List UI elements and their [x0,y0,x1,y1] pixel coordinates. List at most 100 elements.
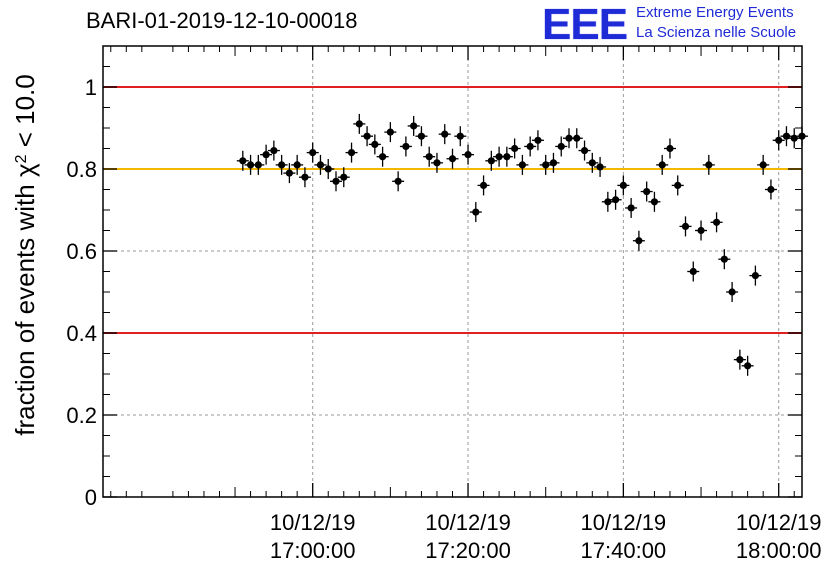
data-point [361,126,374,147]
point-marker [386,128,394,136]
data-point [275,154,288,175]
data-point [376,146,389,167]
point-marker [681,222,690,230]
data-points [236,113,808,376]
point-marker [666,144,674,153]
data-point [531,130,544,151]
point-marker [650,198,659,206]
data-point [547,152,560,173]
data-point [477,175,490,196]
data-point [306,142,319,163]
data-point [780,126,793,147]
data-point [702,154,715,175]
point-marker [340,173,348,181]
data-point [539,154,552,175]
point-marker [619,181,627,189]
point-marker [518,161,527,169]
point-marker [309,149,317,157]
point-marker [262,151,270,159]
x-tick-label-time: 17:00:00 [270,538,356,563]
point-marker [557,142,565,151]
data-point [609,189,622,210]
x-tick-label-date: 10/12/19 [736,510,822,535]
x-tick-label-time: 18:00:00 [736,538,822,563]
data-point [555,136,568,157]
data-point [679,216,692,237]
point-marker [580,146,589,155]
data-point [399,136,412,157]
data-point [772,130,785,151]
point-marker [425,153,433,161]
point-marker [379,153,387,161]
data-point [493,146,506,167]
data-point [298,167,311,188]
point-marker [293,161,301,169]
x-tick-label-date: 10/12/19 [581,510,667,535]
axes: 0 0.2 0.4 0.6 0.8 1 10/12/19 17:00:00 10/12/19 17… [66,45,822,563]
data-point [764,179,777,200]
point-marker [441,130,449,138]
data-point [430,152,443,173]
point-marker [736,356,744,364]
point-marker [705,161,713,169]
chart-title: BARI-01-2019-12-10-00018 [86,8,358,33]
point-marker [464,151,472,159]
data-point [469,202,482,223]
data-point [648,191,661,212]
data-point [322,159,335,179]
data-point [788,128,801,149]
data-point [733,349,746,370]
y-tick-label: 1 [85,75,97,100]
point-marker [573,134,581,142]
x-tick-label-date: 10/12/19 [425,510,511,535]
data-point [640,181,653,202]
point-marker [728,288,736,296]
point-marker [456,132,464,140]
y-tick-label: 0.4 [66,321,97,346]
point-marker [689,267,697,276]
point-marker [495,153,503,161]
point-marker [643,187,651,196]
data-point [749,265,762,286]
point-marker [503,153,511,161]
data-point [291,154,304,175]
data-point [267,140,280,161]
data-point [726,282,739,302]
point-marker [549,159,558,167]
point-marker [596,163,604,171]
data-point [710,212,723,233]
data-point [586,152,599,173]
point-marker [246,161,255,169]
data-point [260,144,273,165]
data-point [671,175,684,196]
data-point [236,150,249,171]
point-marker [355,120,363,128]
logo-subtitle-line2: La Scienza nelle Scuole [636,24,797,41]
x-tick-label-time: 17:40:00 [581,538,667,563]
data-point [594,156,607,177]
data-point [252,154,265,175]
data-point [718,249,731,270]
point-marker [487,157,495,165]
point-marker [534,136,542,144]
point-marker [744,362,752,370]
data-point [368,134,381,155]
data-point [353,113,366,134]
data-point [454,126,467,147]
data-point [283,163,296,184]
point-marker [239,157,247,165]
data-point [625,197,638,218]
point-marker [433,159,441,167]
data-point [446,148,459,169]
eee-logo: EEE [542,0,628,49]
y-axis-label-prefix: fraction of events with χ [10,163,40,436]
data-point [485,150,498,171]
data-point [663,138,676,159]
point-marker [658,161,666,169]
point-marker [347,149,356,157]
data-point [516,154,529,175]
data-point [345,142,358,163]
point-marker [751,272,760,280]
data-point [384,122,397,143]
